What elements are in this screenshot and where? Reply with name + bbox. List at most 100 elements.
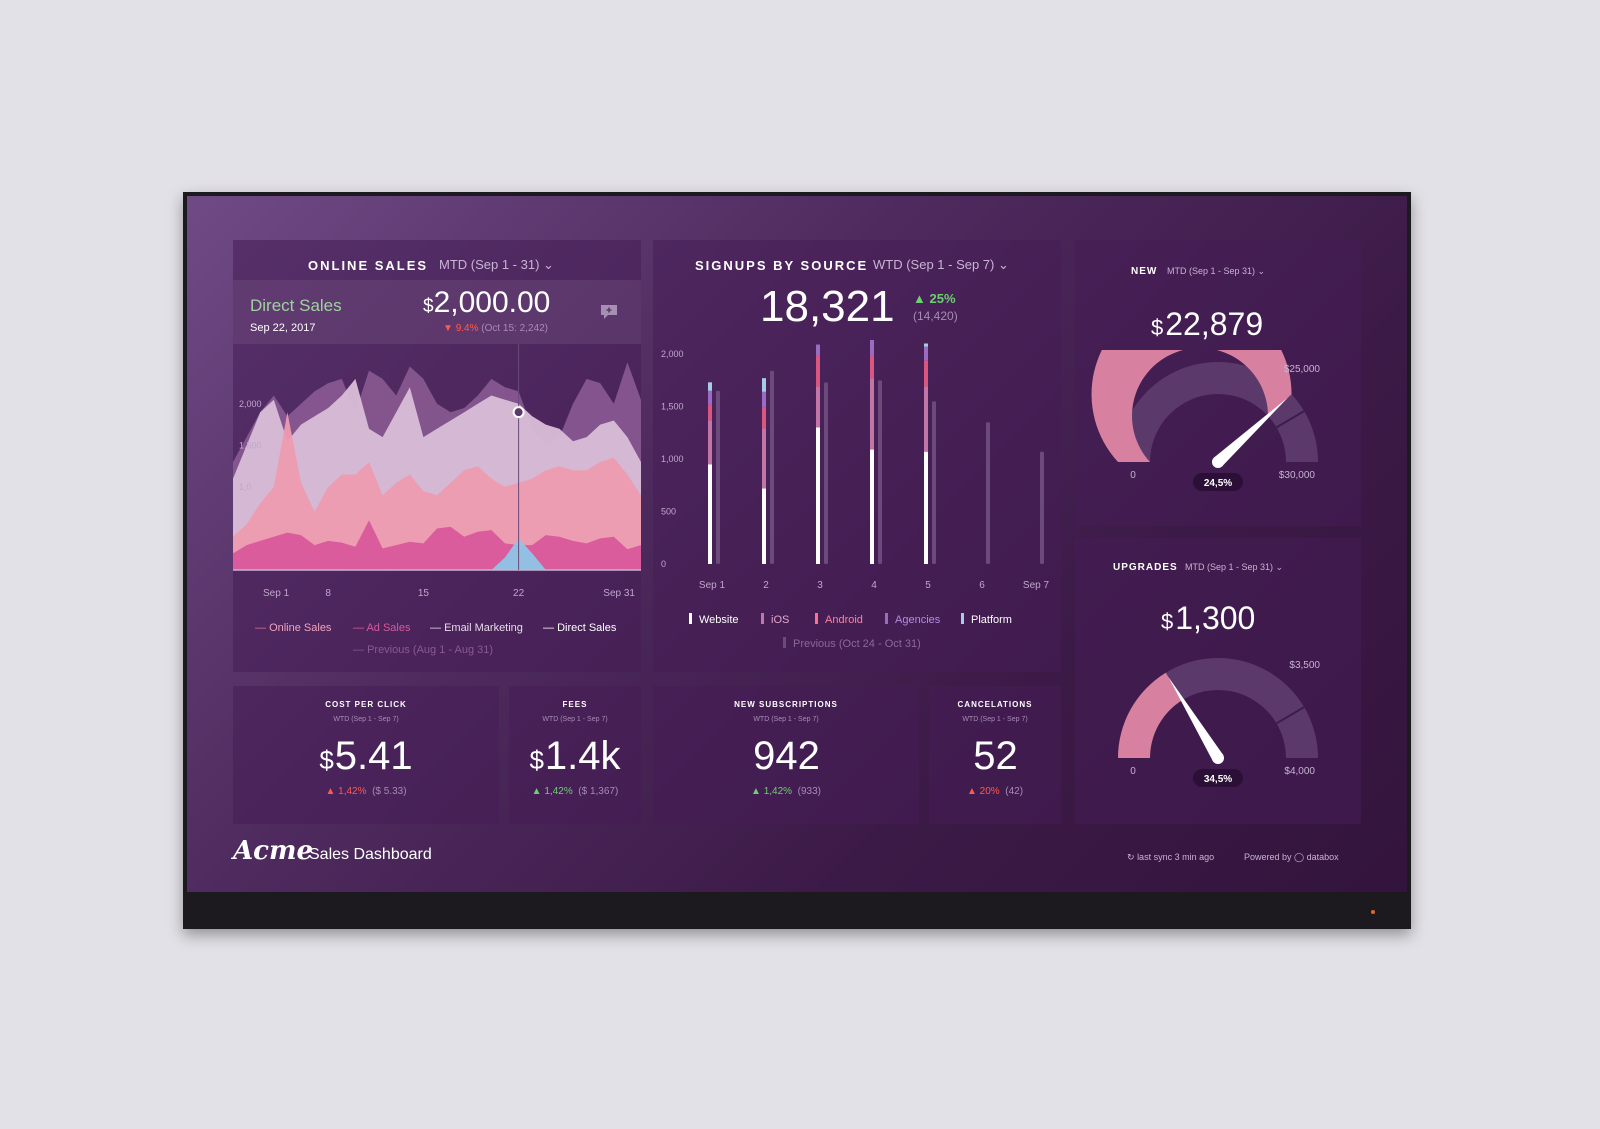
kpi-previous: (42) (1005, 786, 1024, 797)
kpi-change-value: 1,42% (763, 786, 793, 797)
bar-android (870, 356, 874, 379)
bar-agencies (816, 344, 820, 356)
kpi-range[interactable]: WTD (Sep 1 - Sep 7) (962, 716, 1028, 723)
upgrades-amount: 1,300 (1175, 600, 1256, 636)
monitor: ONLINE SALES MTD (Sep 1 - 31) ⌄ Direct S… (183, 192, 1411, 929)
kpi-fees: FEES WTD (Sep 1 - Sep 7) $1.4k ▲ 1,42% (… (509, 686, 641, 824)
gauge-target-marker (1276, 706, 1305, 725)
new-title: NEW (1131, 266, 1158, 277)
upgrades-range-dropdown[interactable]: MTD (Sep 1 - Sep 31) ⌄ (1185, 562, 1283, 573)
new-gauge-panel: NEW MTD (Sep 1 - Sep 31) ⌄ $22,879 24,5%… (1075, 240, 1361, 526)
new-range-dropdown[interactable]: MTD (Sep 1 - Sep 31) ⌄ (1167, 266, 1265, 277)
kpi-change-value: 1,42% (544, 786, 573, 797)
legend-android[interactable]: Android (815, 613, 863, 626)
kpi-value: 52 (929, 734, 1061, 779)
bar-ios (924, 386, 928, 452)
x-tick-label: 2 (763, 580, 769, 591)
y-tick-label: 1,500 (239, 440, 262, 450)
kpi-change-value: 1,42% (338, 786, 367, 797)
x-tick-label: Sep 1 (699, 580, 726, 591)
signups-panel: SIGNUPS BY SOURCE WTD (Sep 1 - Sep 7) ⌄ … (653, 240, 1061, 672)
legend-platform[interactable]: Platform (961, 613, 1012, 626)
kpi-title: COST PER CLICK (325, 700, 407, 709)
legend-label: Previous (Aug 1 - Aug 31) (367, 644, 494, 656)
x-tick-label: 8 (325, 588, 331, 599)
signups-range-label: WTD (Sep 1 - Sep 7) (873, 257, 995, 272)
powered-by-label: Powered by (1244, 852, 1292, 862)
kpi-new-subscriptions: NEW SUBSCRIPTIONS WTD (Sep 1 - Sep 7) 94… (653, 686, 919, 824)
tooltip-value: $2,000.00 (423, 286, 550, 320)
legend-ad-sales[interactable]: — Ad Sales (353, 622, 410, 634)
comment-plus-icon[interactable] (600, 304, 618, 320)
legend-label: Agencies (895, 614, 941, 626)
bar-android (816, 355, 820, 387)
crosshair-point (512, 406, 525, 419)
bar-website (816, 427, 820, 564)
kpi-amount: 1.4k (544, 734, 621, 778)
sync-icon: ↻ (1127, 852, 1135, 862)
kpi-value: 942 (653, 734, 919, 779)
bar-previous (1040, 451, 1044, 564)
bar-ios (816, 386, 820, 428)
bar-website (708, 464, 712, 564)
signups-bar-chart[interactable]: 2,000 1,500 1,000 500 0 Sep 1 2 3 4 5 6 Sep 7 (653, 340, 1061, 600)
bar-platform (762, 378, 766, 392)
x-tick-label: 4 (871, 580, 877, 591)
x-tick-label: Sep 1 (263, 588, 290, 599)
y-tick-label: 1,0 (239, 482, 252, 492)
legend-agencies[interactable]: Agencies (885, 613, 940, 626)
gauge-label-max: $30,000 (1279, 470, 1316, 481)
legend-label: iOS (771, 614, 790, 626)
legend-online-sales[interactable]: — Online Sales (255, 622, 331, 634)
gauge-percent-pill (1193, 473, 1243, 491)
online-sales-range-dropdown[interactable]: MTD (Sep 1 - 31) ⌄ (439, 257, 554, 273)
legend-email-marketing[interactable]: — Email Marketing (430, 622, 523, 634)
new-range-label: MTD (Sep 1 - Sep 31) (1167, 266, 1256, 276)
legend-swatch (815, 613, 818, 624)
signups-previous: (14,420) (913, 309, 958, 323)
gauge-percent: 24,5% (1204, 478, 1232, 489)
tooltip-series: Direct Sales (250, 296, 342, 315)
bar-ios (762, 428, 766, 489)
chevron-down-icon: ⌄ (1257, 266, 1266, 276)
last-sync: ↻ last sync 3 min ago (1127, 852, 1214, 863)
legend-ios[interactable]: iOS (761, 613, 789, 626)
x-tick-label: 15 (418, 588, 430, 599)
kpi-range[interactable]: WTD (Sep 1 - Sep 7) (333, 716, 399, 723)
signups-range-dropdown[interactable]: WTD (Sep 1 - Sep 7) ⌄ (873, 257, 1009, 273)
gauge-needle-hub (1212, 456, 1224, 468)
legend-direct-sales[interactable]: — Direct Sales (543, 622, 616, 634)
tooltip-change: ▼ 9.4% (Oct 15: 2,242) (443, 323, 548, 334)
legend-swatch: — (353, 644, 364, 656)
bar-ios (708, 420, 712, 465)
kpi-change: ▲ 1,42% ($ 5.33) (233, 786, 499, 797)
kpi-range[interactable]: WTD (Sep 1 - Sep 7) (542, 716, 608, 723)
up-arrow-icon: ▲ (966, 786, 977, 797)
online-sales-area-chart[interactable]: 2,000 1,500 1,0 Sep 1 8 15 22 Sep 31 (233, 344, 641, 604)
new-value: $22,879 (1151, 306, 1263, 343)
legend-previous[interactable]: Previous (Oct 24 - Oct 31) (783, 637, 921, 650)
new-gauge: 24,5% 0 $25,000 $30,000 (1091, 350, 1320, 491)
online-sales-panel: ONLINE SALES MTD (Sep 1 - 31) ⌄ Direct S… (233, 240, 641, 672)
power-led (1371, 910, 1375, 914)
tooltip-previous: (Oct 15: 2,242) (481, 323, 548, 334)
kpi-range[interactable]: WTD (Sep 1 - Sep 7) (753, 716, 819, 723)
tooltip-amount: 2,000.00 (433, 286, 551, 319)
kpi-change: ▲ 20% (42) (929, 786, 1061, 797)
legend-label: Android (825, 614, 863, 626)
legend-website[interactable]: Website (689, 613, 739, 626)
legend-label: Ad Sales (366, 622, 411, 634)
x-tick-label: 22 (513, 588, 525, 599)
gauge-label-min: 0 (1130, 470, 1136, 481)
legend-swatch: — (430, 622, 441, 634)
dashboard-title: Sales Dashboard (309, 846, 432, 863)
bar-agencies (708, 390, 712, 405)
legend-previous[interactable]: — Previous (Aug 1 - Aug 31) (353, 644, 493, 656)
bar-android (708, 404, 712, 421)
kpi-cancelations: CANCELATIONS WTD (Sep 1 - Sep 7) 52 ▲ 20… (929, 686, 1061, 824)
legend-label: Online Sales (269, 622, 332, 634)
up-arrow-icon: ▲ (325, 786, 336, 797)
currency-symbol: $ (319, 745, 334, 775)
down-arrow-icon: ▼ (443, 323, 453, 334)
currency-symbol: $ (1161, 609, 1174, 634)
